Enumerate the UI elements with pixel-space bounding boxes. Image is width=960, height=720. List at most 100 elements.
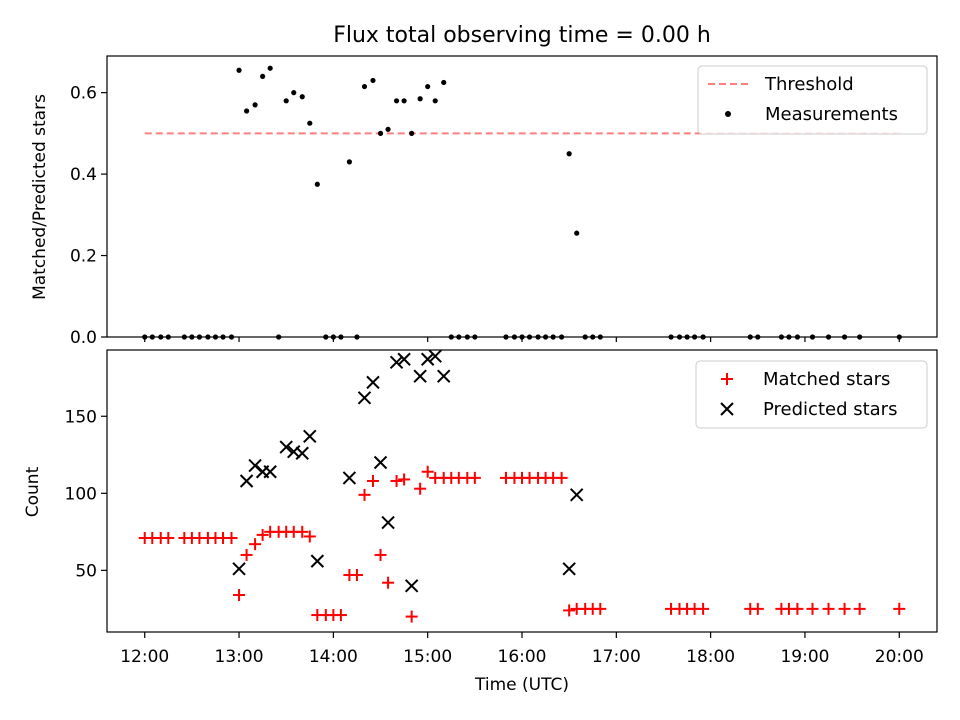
matched-star-point (350, 568, 363, 581)
measurement-point (307, 120, 313, 126)
measurement-point (276, 334, 282, 340)
measurement-point (755, 334, 761, 340)
x-tick-label: 19:00 (780, 647, 829, 667)
matched-star-point (225, 532, 238, 544)
measurement-point (299, 94, 305, 100)
x-tick-label: 12:00 (120, 647, 169, 667)
measurement-point (205, 334, 211, 340)
predicted-star-point (420, 352, 435, 366)
measurement-point (448, 334, 454, 340)
matched-star-point (751, 602, 764, 615)
matched-star-point (791, 602, 804, 615)
measurement-point (252, 102, 258, 108)
measurement-point (778, 334, 784, 340)
x-tick-label: 15:00 (403, 647, 452, 667)
measurement-point (323, 334, 329, 340)
measurement-point (236, 67, 242, 73)
x-tick-label: 16:00 (498, 647, 547, 667)
top-y-ticks: 0.0 0.2 0.4 0.6 (70, 84, 107, 348)
matched-star-point (334, 609, 347, 622)
measurement-point (668, 334, 674, 340)
top-y-axis-label: Matched/Predicted stars (30, 94, 50, 300)
y-tick-label: 0.2 (70, 247, 97, 267)
predicted-star-point (279, 440, 293, 454)
measurement-point (700, 334, 706, 340)
matched-star-point (249, 538, 262, 551)
matched-star-point (414, 482, 427, 495)
bottom-y-axis-label: Count (23, 466, 43, 517)
matched-star-point (853, 602, 866, 615)
measurement-point (511, 334, 518, 340)
x-tick-label: 13:00 (215, 647, 264, 667)
y-tick-label: 100 (65, 484, 97, 504)
measurement-points (142, 65, 902, 340)
measurement-point (149, 334, 155, 340)
predicted-star-point (569, 488, 584, 502)
measurement-point (189, 334, 195, 340)
measurement-point (401, 98, 407, 104)
matched-star-point (162, 532, 175, 544)
measurement-point (283, 98, 289, 104)
legend-predicted-swatch (720, 402, 734, 416)
measurement-point (212, 334, 219, 340)
matched-star-point (838, 602, 851, 615)
measurement-point (747, 334, 753, 340)
measurement-point (809, 334, 816, 340)
measurement-point (243, 108, 250, 114)
matched-star-point (358, 488, 371, 501)
predicted-star-point (381, 515, 395, 530)
matched-star-point (398, 473, 411, 486)
matched-star-point (374, 548, 387, 561)
measurement-point (441, 79, 447, 86)
measurement-point (597, 334, 603, 340)
predicted-star-point (404, 579, 419, 593)
matched-star-point (594, 602, 607, 615)
matched-star-point (366, 474, 379, 487)
bottom-y-ticks: 50 100 150 (65, 407, 107, 581)
measurement-point (794, 334, 801, 340)
top-panel: 0.0 0.2 0.4 0.6 Matched/Predicted stars Thr… (30, 55, 938, 348)
measurement-point (370, 77, 376, 84)
matched-star-point (468, 471, 481, 484)
measurement-point (425, 83, 431, 90)
measurement-point (165, 334, 171, 340)
measurement-point (196, 334, 203, 340)
matched-star-point (233, 589, 246, 602)
predicted-star-point (428, 349, 442, 363)
predicted-star-point (295, 446, 309, 460)
top-legend: Threshold Measurements (697, 65, 928, 135)
y-tick-label: 50 (75, 561, 97, 581)
measurement-point (786, 334, 792, 340)
top-legend-box (697, 65, 928, 135)
measurement-point (559, 334, 565, 340)
y-tick-label: 0.0 (70, 328, 97, 348)
matched-star-point (555, 471, 568, 484)
measurement-point (158, 334, 164, 340)
measurement-point (550, 334, 556, 340)
measurement-point (825, 334, 832, 340)
x-tick-label: 17:00 (592, 647, 641, 667)
predicted-star-point (397, 352, 411, 366)
measurement-point (526, 334, 533, 340)
legend-predicted-label: Predicted stars (763, 399, 897, 420)
matched-stars-points (138, 465, 906, 623)
predicted-star-point (357, 391, 372, 405)
matched-star-point (405, 610, 418, 623)
predicted-star-point (342, 471, 357, 485)
chart-title: Flux total observing time = 0.00 h (333, 23, 711, 48)
matched-star-point (303, 530, 316, 543)
matched-star-point (421, 465, 434, 478)
measurement-point (684, 334, 690, 340)
measurement-point (676, 334, 683, 340)
measurement-point (361, 83, 368, 90)
bottom-x-ticks: 12:00 13:00 14:00 15:00 16:00 17:00 18:00 19:00… (120, 632, 924, 667)
measurement-point (542, 334, 549, 340)
y-tick-label: 150 (65, 407, 97, 427)
matched-star-point (382, 576, 395, 589)
measurement-point (409, 130, 415, 136)
x-axis-label: Time (UTC) (474, 675, 569, 695)
predicted-stars-points (232, 349, 584, 593)
measurement-point (582, 334, 588, 340)
